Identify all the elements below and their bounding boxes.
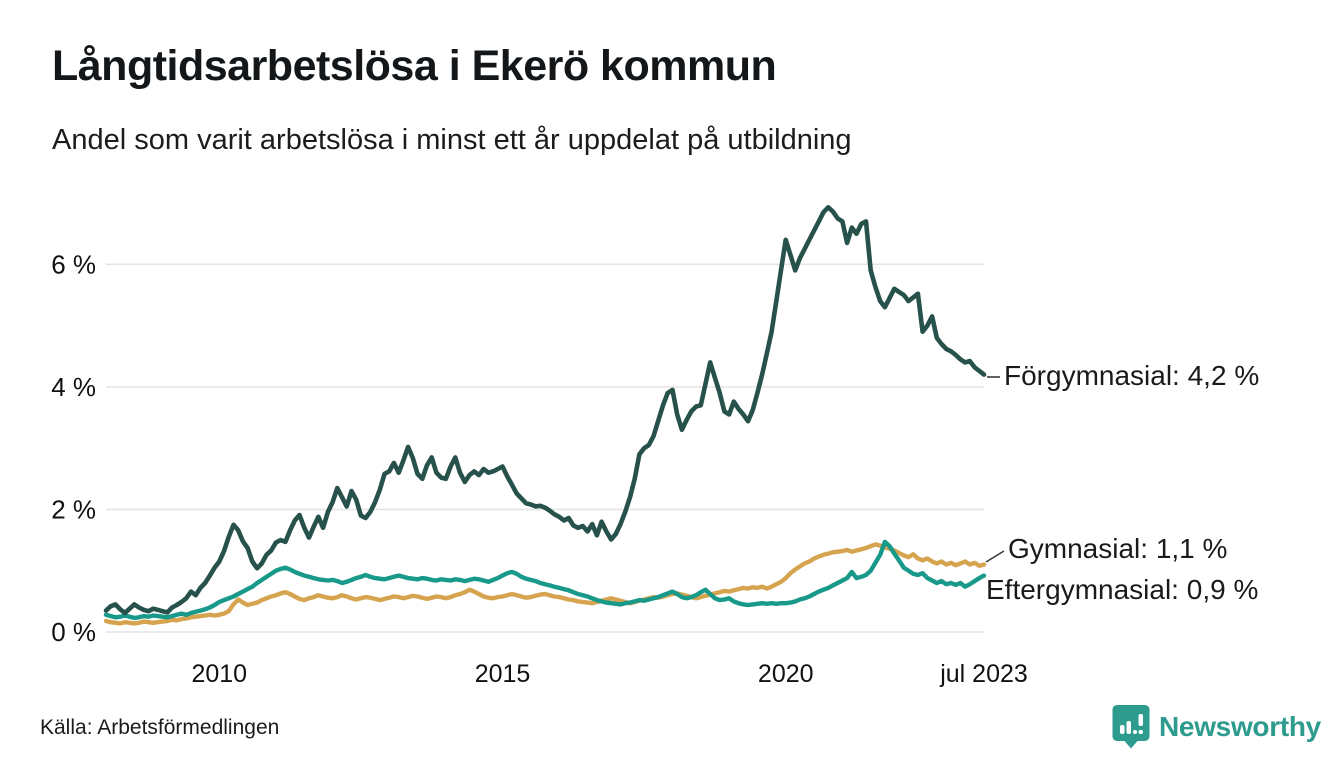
series-end-label-gymnasial: Gymnasial: 1,1 % <box>1008 533 1228 564</box>
label-connector-gymnasial <box>985 550 1005 563</box>
newsworthy-logo-icon <box>1112 705 1150 749</box>
series-line-eftergymnasial <box>103 539 987 621</box>
y-axis-tick-label: 6 % <box>51 249 96 279</box>
x-axis-tick-label: jul 2023 <box>939 660 1028 688</box>
series-end-label-eftergymnasial: Eftergymnasial: 0,9 % <box>986 574 1259 605</box>
series-line-gymnasial <box>103 542 987 626</box>
newsworthy-logo-text: Newsworthy <box>1159 710 1321 742</box>
x-axis-tick-label: 2015 <box>475 660 531 688</box>
x-axis-tick-label: 2020 <box>758 660 814 688</box>
y-axis-tick-label: 0 % <box>51 617 96 647</box>
y-axis-tick-label: 4 % <box>51 372 96 402</box>
x-axis-tick-label: 2010 <box>191 660 247 688</box>
page-title: Långtidsarbetslösa i Ekerö kommun <box>52 42 777 90</box>
source-note: Källa: Arbetsförmedlingen <box>40 716 280 739</box>
chart-subtitle: Andel som varit arbetslösa i minst ett å… <box>52 124 852 156</box>
y-axis-tick-label: 2 % <box>51 494 96 524</box>
series-end-label-forgymnasial: Förgymnasial: 4,2 % <box>1004 360 1260 391</box>
newsworthy-logo: Newsworthy <box>1112 704 1321 749</box>
series-line-förgymnasial <box>103 205 987 616</box>
